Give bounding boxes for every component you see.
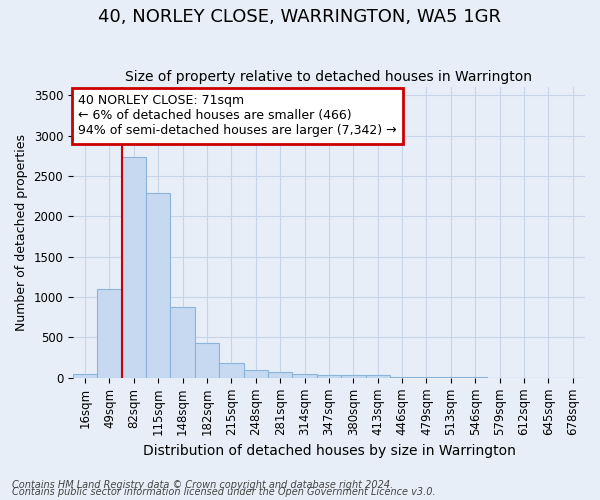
Bar [415, 377, 439, 378]
Text: Contains public sector information licensed under the Open Government Licence v3: Contains public sector information licen… [12, 487, 436, 497]
Bar [195, 343, 219, 378]
Bar [122, 158, 146, 378]
Bar [365, 376, 390, 378]
Bar [390, 376, 415, 378]
Bar [219, 363, 244, 378]
X-axis label: Distribution of detached houses by size in Warrington: Distribution of detached houses by size … [143, 444, 515, 458]
Bar [244, 370, 268, 378]
Bar [170, 307, 195, 378]
Bar [146, 193, 170, 378]
Bar [97, 289, 122, 378]
Text: Contains HM Land Registry data © Crown copyright and database right 2024.: Contains HM Land Registry data © Crown c… [12, 480, 393, 490]
Bar [292, 374, 317, 378]
Text: 40 NORLEY CLOSE: 71sqm
← 6% of detached houses are smaller (466)
94% of semi-det: 40 NORLEY CLOSE: 71sqm ← 6% of detached … [78, 94, 397, 138]
Bar [268, 372, 292, 378]
Bar [317, 374, 341, 378]
Bar [341, 375, 365, 378]
Y-axis label: Number of detached properties: Number of detached properties [15, 134, 28, 331]
Text: 40, NORLEY CLOSE, WARRINGTON, WA5 1GR: 40, NORLEY CLOSE, WARRINGTON, WA5 1GR [98, 8, 502, 26]
Bar [73, 374, 97, 378]
Title: Size of property relative to detached houses in Warrington: Size of property relative to detached ho… [125, 70, 532, 85]
